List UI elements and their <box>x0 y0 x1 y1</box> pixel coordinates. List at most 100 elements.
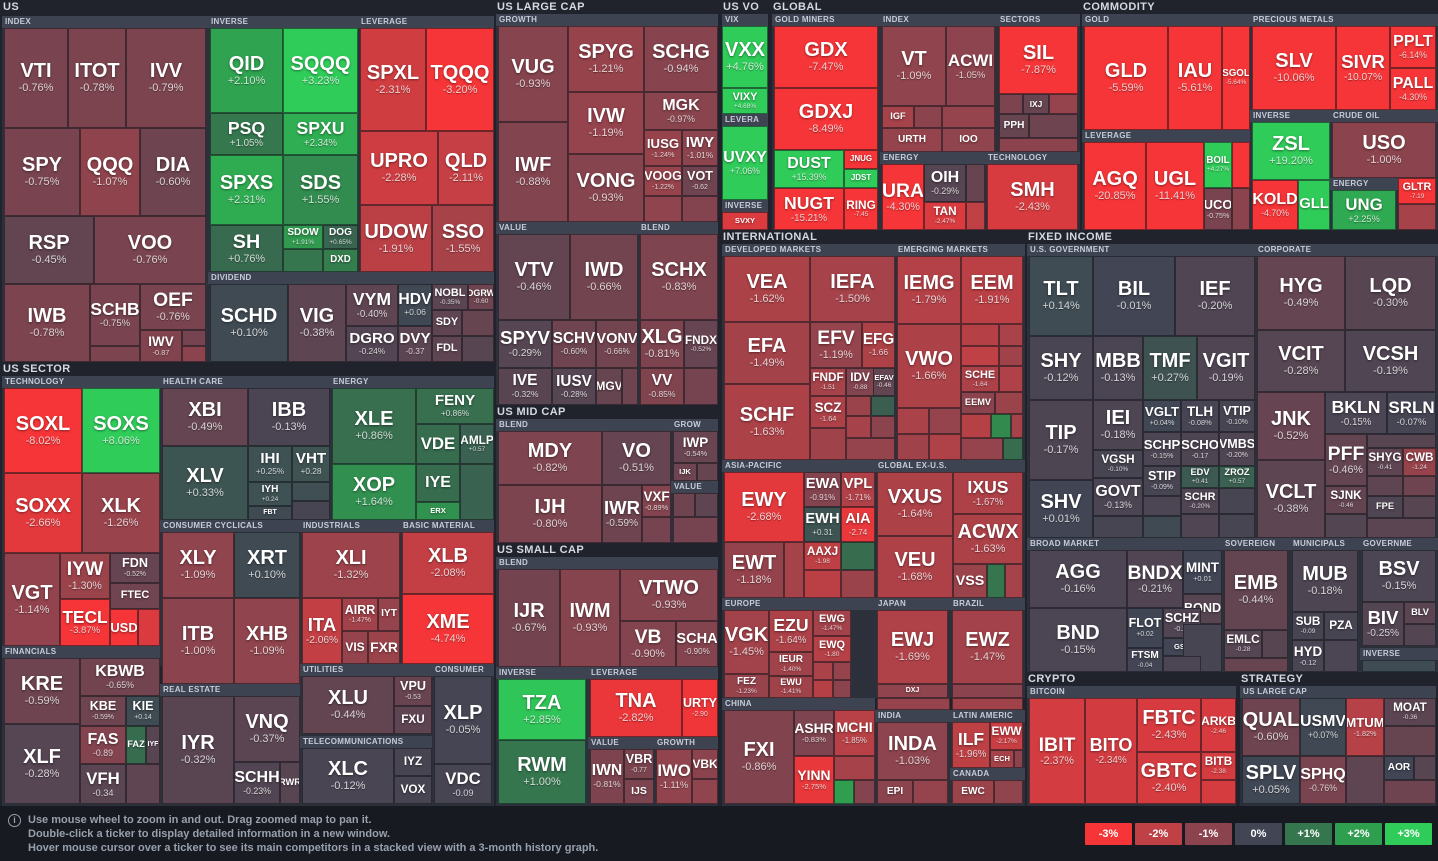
tile-pff[interactable]: PFF -0.46% <box>1325 434 1367 486</box>
tile-soxs[interactable]: SOXS +8.06% <box>82 388 160 473</box>
tile-sgol[interactable]: SGOL -5.64% <box>1222 26 1250 130</box>
tile-fxr[interactable]: FXR <box>368 631 400 664</box>
tile-kbwb[interactable]: KBWB -0.65% <box>80 658 160 696</box>
tile-mchi[interactable]: MCHI -1.85% <box>834 710 875 756</box>
tile-faz[interactable]: FAZ <box>126 726 146 764</box>
tile-fpe[interactable]: FPE <box>1367 496 1403 518</box>
tile-dvy[interactable]: DVY -0.37 <box>398 326 432 362</box>
tile-kie[interactable]: KIE +0.14 <box>126 696 160 726</box>
tile-iwd[interactable]: IWD -0.66% <box>570 234 638 320</box>
tile-iwy[interactable]: IWY -1.01% <box>682 130 718 166</box>
tile-fndf[interactable]: FNDF -1.51 <box>810 368 846 396</box>
tile-ewz[interactable]: EWZ -1.47% <box>952 610 1023 684</box>
tile-uvxy[interactable]: UVXY +7.06% <box>722 126 768 200</box>
tile-xop[interactable]: XOP +1.64% <box>332 464 416 520</box>
tile-udow[interactable]: UDOW -1.91% <box>360 205 432 272</box>
tile-voog[interactable]: VOOG -1.22% <box>644 166 682 196</box>
tile-vonv[interactable]: VONV -0.66% <box>596 320 638 368</box>
tile-dgrw[interactable]: DGRW -0.60 <box>468 284 494 310</box>
tile-zroz[interactable]: ZROZ +0.57 <box>1219 466 1255 488</box>
tile-scho[interactable]: SCHO -0.17 <box>1181 432 1219 466</box>
tile-soxx[interactable]: SOXX -2.66% <box>4 473 82 553</box>
tile-soxl[interactable]: SOXL -8.02% <box>4 388 82 473</box>
tile-iei[interactable]: IEI -0.18% <box>1093 400 1143 450</box>
tile-ioo[interactable]: IOO <box>942 128 995 152</box>
tile-ftec[interactable]: FTEC <box>110 583 160 609</box>
tile-airr[interactable]: AIRR -1.47% <box>342 598 378 631</box>
tile-fbt[interactable]: FBT <box>248 506 292 520</box>
tile-schp[interactable]: SCHP -0.15% <box>1143 432 1181 466</box>
tile-fez[interactable]: FEZ -1.23% <box>724 674 769 698</box>
tile-vht[interactable]: VHT +0.28 <box>292 446 330 482</box>
tile-rwr[interactable]: RWR <box>280 762 300 804</box>
tile-yinn[interactable]: YINN -2.75% <box>794 756 834 804</box>
tile-ugl[interactable]: UGL -11.41% <box>1146 142 1204 230</box>
tile-bkln[interactable]: BKLN -0.15% <box>1325 392 1387 434</box>
tile-pph[interactable]: PPH <box>999 114 1029 138</box>
tile-schf[interactable]: SCHF -1.63% <box>724 384 810 460</box>
tile-rwm[interactable]: RWM +1.00% <box>498 740 586 804</box>
tile-vpu[interactable]: VPU -0.53 <box>394 676 432 706</box>
tile-ixus[interactable]: IXUS -1.67% <box>953 472 1023 514</box>
tile-shyg[interactable]: SHYG -0.41 <box>1367 448 1403 476</box>
tile-splv[interactable]: SPLV +0.05% <box>1242 756 1300 804</box>
tile-gltr[interactable]: GLTR -7.19 <box>1398 178 1436 204</box>
tile-stip[interactable]: STIP -0.09% <box>1143 466 1181 496</box>
tile-iefa[interactable]: IEFA -1.50% <box>810 256 895 322</box>
tile-biv[interactable]: BIV -0.25% <box>1362 602 1404 646</box>
tile-sivr[interactable]: SIVR -10.07% <box>1336 26 1390 110</box>
tile-ewy[interactable]: EWY -2.68% <box>724 472 804 542</box>
tile-pall[interactable]: PALL -4.30% <box>1390 68 1436 110</box>
tile-tlh[interactable]: TLH -0.08% <box>1181 400 1219 432</box>
tile-boil[interactable]: BOIL +4.27% <box>1204 142 1232 188</box>
tile-ief[interactable]: IEF -0.20% <box>1175 256 1255 336</box>
tile-vgk[interactable]: VGK -1.45% <box>724 610 769 674</box>
tile-spy[interactable]: SPY -0.75% <box>4 128 80 216</box>
tile-acwi[interactable]: ACWI -1.05% <box>946 26 995 106</box>
tile-vss[interactable]: VSS <box>953 564 987 598</box>
tile-ieur[interactable]: IEUR -1.40% <box>769 652 813 676</box>
tile-iusv[interactable]: IUSV -0.28% <box>552 368 596 405</box>
tile-schv[interactable]: SCHV -0.60% <box>552 320 596 368</box>
tile-sds[interactable]: SDS +1.55% <box>283 155 358 225</box>
tile-vcit[interactable]: VCIT -0.28% <box>1257 330 1345 392</box>
tile-upro[interactable]: UPRO -2.28% <box>360 131 438 205</box>
tile-ewu[interactable]: EWU -1.41% <box>769 676 813 698</box>
tile-vde[interactable]: VDE <box>416 424 460 464</box>
tile-schh[interactable]: SCHH -0.23% <box>234 762 280 804</box>
tile-ivv[interactable]: IVV -0.79% <box>126 28 206 128</box>
tile-vo[interactable]: VO -0.51% <box>602 431 671 485</box>
tile-rsp[interactable]: RSP -0.45% <box>4 216 94 284</box>
tile-flot[interactable]: FLOT +0.02 <box>1127 608 1163 648</box>
tile-iyf[interactable]: IYF <box>146 726 160 764</box>
tile-inda[interactable]: INDA -1.03% <box>877 722 948 780</box>
tile-sh[interactable]: SH +0.76% <box>210 225 283 272</box>
tile-scz[interactable]: SCZ -1.64 <box>810 396 846 428</box>
tile-ibit[interactable]: IBIT -2.37% <box>1029 698 1085 804</box>
tile-usmv[interactable]: USMV +0.07% <box>1300 698 1346 756</box>
tile-sdy[interactable]: SDY <box>432 310 462 336</box>
tile-blv[interactable]: BLV <box>1404 602 1436 624</box>
tile-vtwo[interactable]: VTWO -0.93% <box>620 569 718 621</box>
tile-vnq[interactable]: VNQ -0.37% <box>234 696 300 762</box>
tile-vong[interactable]: VONG -0.93% <box>568 154 644 222</box>
tile-xli[interactable]: XLI -1.32% <box>302 532 400 598</box>
tile-ura[interactable]: URA -4.30% <box>882 164 924 230</box>
tile-ewg[interactable]: EWG -1.47% <box>813 610 851 636</box>
tile-vot[interactable]: VOT -0.62 <box>682 166 718 196</box>
tile-efg[interactable]: EFG -1.66 <box>862 322 895 368</box>
tile-iusg[interactable]: IUSG -1.24% <box>644 130 682 166</box>
tile-ive[interactable]: IVE -0.32% <box>498 368 552 405</box>
tile-xbi[interactable]: XBI -0.49% <box>162 388 248 446</box>
tile-gdxj[interactable]: GDXJ -8.49% <box>774 88 878 150</box>
tile-xlk[interactable]: XLK -1.26% <box>82 473 160 553</box>
tile-qual[interactable]: QUAL -0.60% <box>1242 698 1300 756</box>
tile-efav[interactable]: EFAV -0.46 <box>873 368 895 396</box>
tile-ewt[interactable]: EWT -1.18% <box>724 542 784 598</box>
tile-bito[interactable]: BITO -2.34% <box>1085 698 1137 804</box>
tile-vbr[interactable]: VBR -0.77 <box>624 749 654 779</box>
tile-vox[interactable]: VOX <box>394 776 432 804</box>
tile-usd[interactable]: USD <box>110 609 138 646</box>
tile-acwx[interactable]: ACWX -1.63% <box>953 514 1023 564</box>
tile-gdx[interactable]: GDX -7.47% <box>774 26 878 88</box>
